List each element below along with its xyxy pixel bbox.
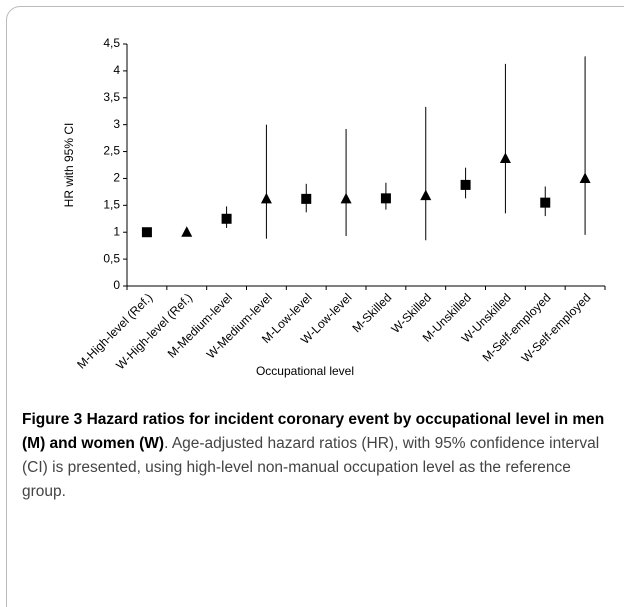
chart: Occupational level HR with 95% CI 0 0,5 1 1…: [62, 36, 606, 378]
square-marker: [380, 193, 391, 204]
triangle-marker: [420, 189, 432, 201]
triangle-marker: [181, 226, 193, 237]
x-axis-label: Occupational level: [256, 364, 354, 378]
x-tick-label: M-Skilled: [349, 290, 394, 335]
x-tick-label: W-Self-employed: [519, 290, 594, 365]
caption-text: . Age-adjusted hazard ratios (HR), with …: [22, 435, 600, 500]
y-tick-label: 2: [113, 171, 120, 185]
square-marker: [301, 193, 312, 204]
x-tick-label: M-High-level (Ref.): [74, 290, 155, 371]
page: {"chart_data": {"type": "errorbar", "xla…: [6, 6, 624, 607]
y-tick-label: 3: [113, 117, 120, 131]
y-axis-label: HR with 95% CI: [62, 123, 76, 208]
y-tick-label: 0,5: [103, 251, 120, 265]
y-tick-label: 4,5: [103, 36, 120, 50]
y-tick-label: 1,5: [103, 198, 120, 212]
square-marker: [540, 197, 551, 208]
triangle-marker: [340, 192, 352, 204]
triangle-marker: [260, 192, 272, 204]
triangle-marker: [499, 152, 511, 164]
square-marker: [141, 227, 152, 238]
y-tick-label: 0: [113, 278, 120, 292]
y-tick-label: 3,5: [103, 90, 120, 104]
y-tick-label: 4: [113, 63, 120, 77]
triangle-marker: [579, 172, 591, 183]
caption-title: Figure 3 Hazard ratios for incident coro…: [22, 411, 605, 452]
caption: Figure 3 Hazard ratios for incident coro…: [22, 408, 612, 504]
square-marker: [221, 213, 232, 224]
y-tick-label: 2,5: [103, 144, 120, 158]
x-tick-label: M-Self-employed: [480, 290, 554, 364]
figure-frame: [6, 6, 624, 607]
y-tick-label: 1: [113, 224, 120, 238]
square-marker: [460, 179, 471, 190]
